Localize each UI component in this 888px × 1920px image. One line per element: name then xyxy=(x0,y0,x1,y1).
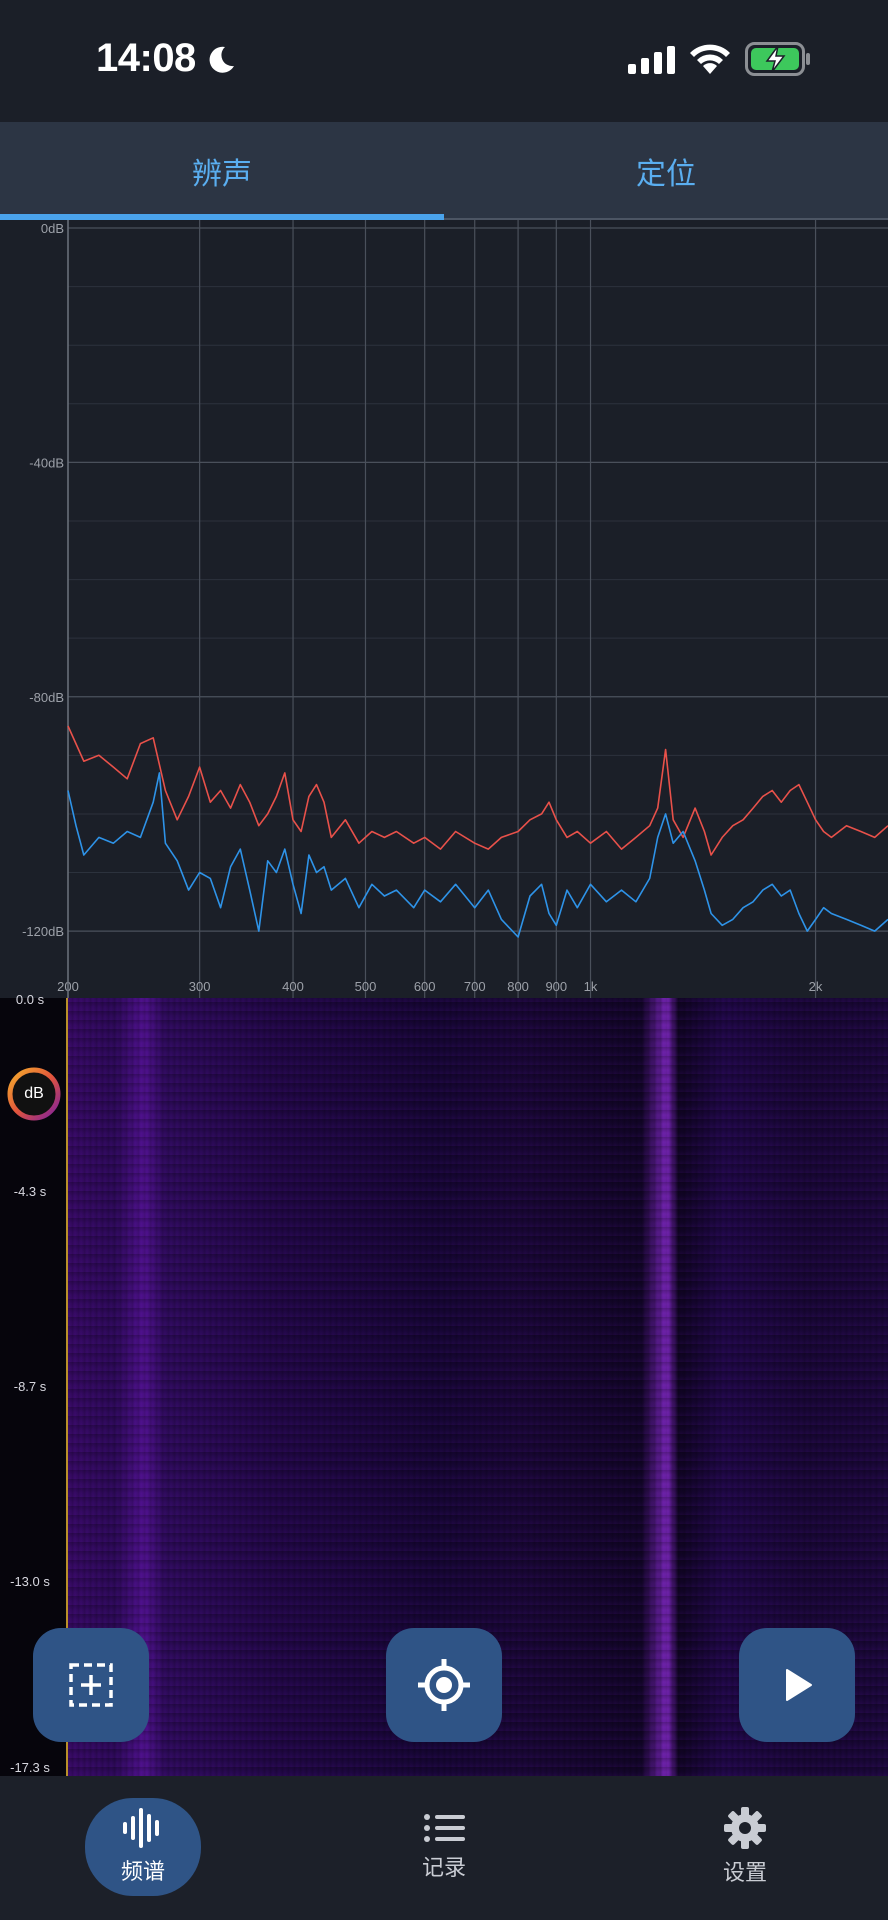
time-label: -13.0 s xyxy=(10,1574,50,1589)
nav-records[interactable]: 记录 xyxy=(386,1798,502,1896)
time-label: 0.0 s xyxy=(15,992,45,1007)
y-tick-label: -80dB xyxy=(29,690,64,705)
y-tick-label: -120dB xyxy=(22,924,64,939)
battery-charging-icon xyxy=(745,42,810,76)
spectrum-chart: 0dB -40dB -80dB -120dB 200 300 400 500 600 700 800… xyxy=(0,220,888,998)
wifi-icon xyxy=(690,44,730,74)
spectrogram-axis xyxy=(66,998,68,1776)
list-icon xyxy=(424,1814,465,1842)
x-tick-label: 500 xyxy=(355,979,377,994)
tab-locate[interactable]: 定位 xyxy=(636,157,696,192)
series-line-red xyxy=(67,725,888,856)
time-label: -4.3 s xyxy=(13,1184,47,1199)
tab-bar: 辨声 定位 xyxy=(0,122,888,220)
waveform-icon xyxy=(123,1808,159,1848)
x-tick-label: 1k xyxy=(584,979,598,994)
time-label: -8.7 s xyxy=(13,1379,47,1394)
x-tick-label: 2k xyxy=(809,979,823,994)
nav-settings[interactable]: 设置 xyxy=(687,1798,803,1896)
nav-label: 记录 xyxy=(421,1856,466,1881)
bottom-nav: 频谱 记录 设置 xyxy=(0,1776,888,1920)
db-scale-icon[interactable] xyxy=(6,1066,62,1122)
tab-identify[interactable]: 辨声 xyxy=(192,157,252,192)
nav-label: 频谱 xyxy=(120,1860,165,1885)
tab-indicator xyxy=(0,214,444,220)
locate-button[interactable] xyxy=(386,1628,502,1742)
select-region-button[interactable] xyxy=(33,1628,149,1742)
signal-icon xyxy=(628,46,675,74)
x-tick-label: 600 xyxy=(414,979,436,994)
moon-icon xyxy=(209,46,234,73)
crosshair-icon xyxy=(418,1659,470,1711)
x-tick-label: 300 xyxy=(189,979,211,994)
y-tick-label: -40dB xyxy=(29,455,64,470)
y-tick-label: 0dB xyxy=(41,221,64,236)
gear-icon xyxy=(724,1807,766,1849)
x-tick-label: 400 xyxy=(282,979,304,994)
play-button[interactable] xyxy=(739,1628,855,1742)
status-bar: 14:08 xyxy=(0,0,888,122)
x-tick-label: 900 xyxy=(545,979,567,994)
play-icon xyxy=(786,1669,812,1701)
x-tick-label: 800 xyxy=(507,979,529,994)
time-label: -17.3 s xyxy=(10,1760,50,1775)
series-line-blue xyxy=(67,772,888,938)
db-badge-label: dB xyxy=(24,1085,44,1102)
x-tick-label: 700 xyxy=(464,979,486,994)
nav-label: 设置 xyxy=(722,1861,767,1886)
add-selection-icon xyxy=(69,1663,113,1707)
status-time: 14:08 xyxy=(96,36,196,80)
nav-spectrum[interactable]: 频谱 xyxy=(85,1798,201,1896)
